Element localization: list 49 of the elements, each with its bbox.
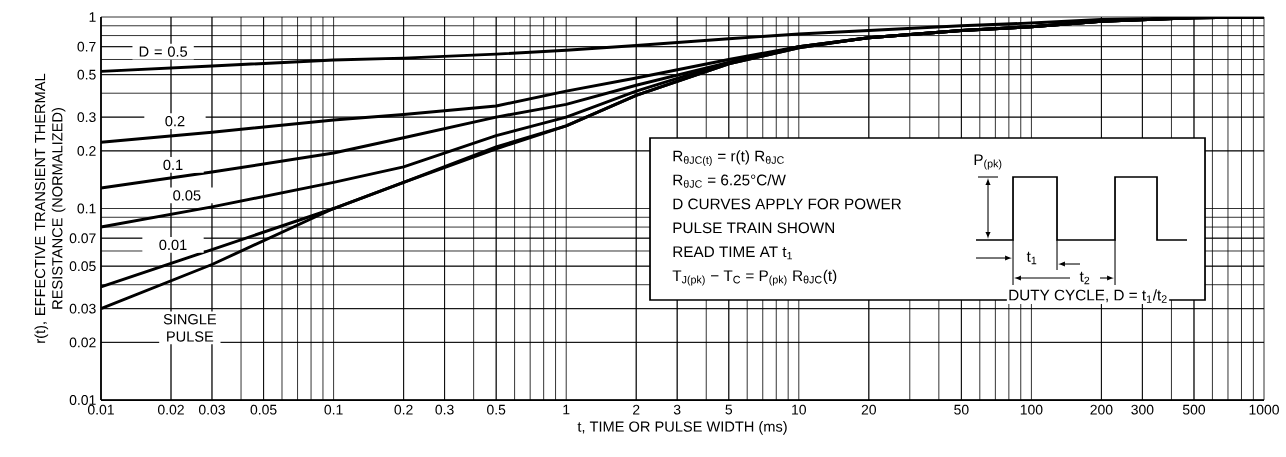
y-tick-label: 0.05 (69, 261, 96, 272)
x-tick-label: 1000 (1249, 404, 1279, 415)
y-axis-title: r(t), EFFECTIVE TRANSIENT THERMAL RESISTANCE (NORMALIZED) (34, 73, 66, 343)
series-label: 0.01 (159, 239, 187, 251)
y-tick-label: 0.07 (69, 233, 96, 244)
x-tick-label: 0.5 (487, 404, 506, 415)
x-axis-title: t, TIME OR PULSE WIDTH (ms) (577, 421, 787, 435)
series-label: D = 0.5 (139, 46, 188, 57)
y-tick-label: 0.1 (77, 203, 96, 214)
text: T$_{J(pk)}$ − T$_{C}$ = P$_{(pk)}$ R$_{θJC}$(t) (672, 269, 837, 286)
annotation: READ TIME AT t$_{1}$ (673, 246, 792, 260)
series-label: SINGLE PULSE (163, 314, 217, 342)
series-label: 0.1 (163, 159, 183, 171)
y-tick-label: 0.3 (77, 112, 96, 123)
annotation: t$_{1}$ (1026, 251, 1037, 265)
x-tick-label: 0.05 (250, 404, 277, 415)
y-tick-label: 0.5 (77, 69, 96, 80)
series-label: 0.05 (173, 190, 201, 201)
x-tick-label: 2 (633, 404, 640, 415)
x-tick-label: 0.03 (198, 404, 225, 415)
x-tick-label: 5 (725, 404, 733, 415)
annotation: D CURVES APPLY FOR POWER (673, 198, 902, 210)
annotation: t$_{2}$ (1079, 271, 1090, 285)
x-tick-label: 3 (673, 404, 681, 415)
x-tick-label: 50 (954, 404, 969, 415)
y-tick-label: 0.01 (69, 395, 96, 405)
x-tick-label: 0.3 (435, 404, 454, 415)
annotation: DUTY CYCLE, D = t$_{1}$/t$_{2}$ (1009, 289, 1167, 303)
x-tick-label: 0.02 (157, 404, 184, 415)
y-tick-label: 0.2 (77, 145, 96, 156)
x-tick-label: 500 (1182, 404, 1206, 415)
y-tick-label: 0.02 (69, 337, 96, 348)
x-tick-label: 1 (563, 404, 570, 415)
annotation: R$_{θJC}$ = 6.25°C/W (673, 174, 786, 188)
annotation: R$_{θJC(t)}$ = r(t) R$_{θJC}$ (673, 150, 784, 166)
y-tick-label: 1 (89, 12, 96, 22)
x-tick-label: 100 (1020, 404, 1043, 415)
x-tick-label: 10 (792, 404, 807, 415)
x-tick-label: 300 (1131, 404, 1154, 415)
x-tick-label: 0.1 (324, 404, 343, 415)
x-tick-label: 0.2 (394, 404, 413, 415)
annotation: PULSE TRAIN SHOWN (673, 222, 834, 234)
series-label: 0.2 (165, 115, 185, 127)
x-tick-label: 20 (861, 404, 877, 415)
x-tick-label: 200 (1090, 404, 1113, 415)
y-tick-label: 0.03 (69, 303, 96, 314)
x-tick-label: 0.01 (87, 404, 114, 415)
y-tick-label: 0.7 (77, 41, 96, 52)
annotation: P$_{(pk)}$ (974, 154, 1002, 170)
